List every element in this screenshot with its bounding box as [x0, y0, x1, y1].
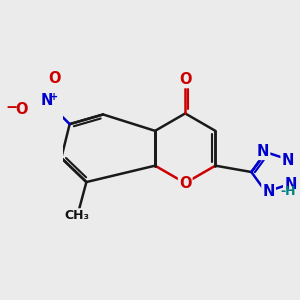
- Text: N: N: [262, 184, 275, 199]
- Text: O: O: [15, 102, 27, 117]
- Text: O: O: [49, 71, 61, 86]
- Text: CH₃: CH₃: [64, 209, 90, 222]
- Text: N: N: [257, 144, 269, 159]
- Text: N: N: [284, 178, 297, 193]
- Text: -H: -H: [280, 185, 296, 198]
- Text: O: O: [179, 72, 191, 87]
- Text: N: N: [282, 153, 294, 168]
- Text: N: N: [41, 93, 53, 108]
- Text: −: −: [6, 100, 18, 115]
- Text: O: O: [179, 176, 191, 190]
- Text: +: +: [50, 92, 58, 102]
